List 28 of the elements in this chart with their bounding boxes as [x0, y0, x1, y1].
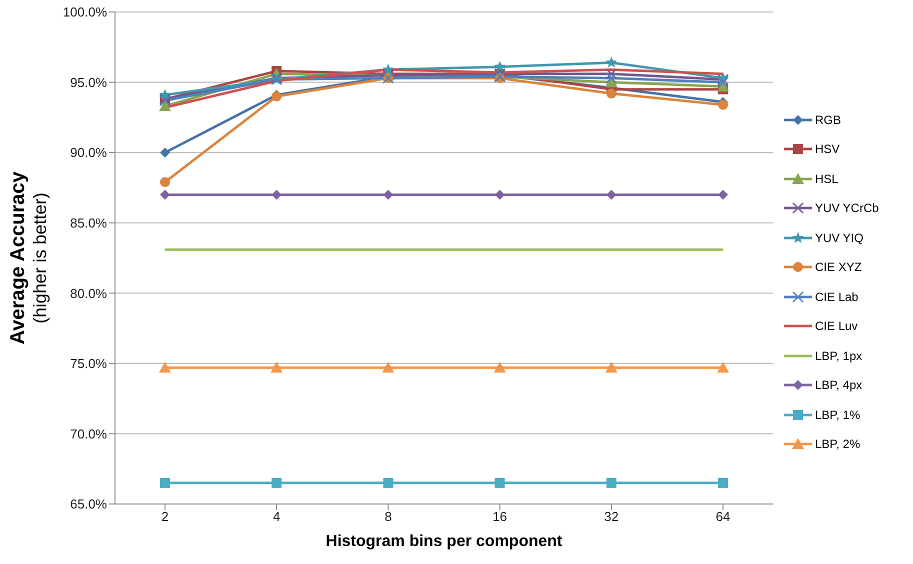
legend-label: YUV YIQ	[815, 230, 864, 245]
y-tick-label: 95.0%	[70, 74, 108, 90]
legend-label: LBP, 1%	[815, 408, 860, 422]
legend-label: RGB	[815, 112, 842, 127]
legend-label: YUV YCrCb	[815, 201, 879, 216]
y-tick-label: 75.0%	[70, 356, 108, 372]
legend-label: HSL	[815, 172, 838, 186]
x-tick-label: 64	[716, 509, 730, 524]
y-axis-title: Average Accuracy (higher is better)	[7, 170, 50, 345]
y-tick-label: 65.0%	[70, 496, 108, 512]
y-tick-label: 80.0%	[70, 286, 108, 301]
y-tick-label: 85.0%	[70, 215, 108, 230]
y-tick-label: 70.0%	[70, 426, 108, 442]
y-tick-label: 100.0%	[62, 4, 108, 20]
legend-label: HSV	[815, 142, 840, 156]
y-tick-label: 90.0%	[70, 145, 108, 160]
x-tick-label: 4	[272, 509, 280, 524]
x-axis-title: Histogram bins per component	[326, 533, 563, 550]
x-tick-label: 16	[492, 509, 508, 524]
x-tick-label: 8	[384, 509, 392, 524]
x-tick-label: 2	[161, 509, 169, 524]
x-tick-label: 32	[604, 509, 619, 524]
legend-label: LBP, 4px	[815, 378, 862, 392]
legend-label: CIE Lab	[815, 290, 858, 304]
legend-label: LBP, 1px	[815, 348, 862, 363]
legend-label: LBP, 2%	[815, 437, 860, 452]
legend-label: CIE Luv	[815, 319, 858, 334]
legend-label: CIE XYZ	[815, 260, 862, 274]
